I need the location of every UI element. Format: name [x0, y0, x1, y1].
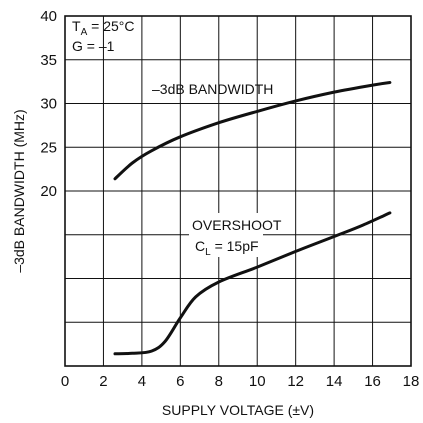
x-tick-label: 16 — [364, 373, 381, 390]
x-tick-label: 14 — [326, 373, 343, 390]
x-axis-title: SUPPLY VOLTAGE (±V) — [162, 402, 314, 418]
y-tick-label: 20 — [40, 183, 57, 200]
annotations: TA = 25°C G = –1 –3dB BANDWIDTH OVERSHOO… — [72, 18, 282, 258]
x-tick-label: 4 — [138, 373, 146, 390]
x-tick-label: 2 — [99, 373, 107, 390]
y-tick-label: 30 — [40, 96, 57, 113]
tick-labels: 0 2 4 6 8 10 12 14 16 18 20 25 30 35 40 — [40, 8, 419, 390]
plot-frame — [64, 15, 412, 367]
y-axis-title: –3dB BANDWIDTH (MHz) — [11, 109, 27, 272]
x-tick-label: 6 — [176, 373, 184, 390]
x-tick-label: 12 — [287, 373, 304, 390]
overshoot-curve — [113, 211, 392, 356]
grid — [65, 16, 411, 366]
x-tick-label: 8 — [215, 373, 223, 390]
x-tick-label: 18 — [403, 373, 420, 390]
bandwidth-series-label: –3dB BANDWIDTH — [152, 81, 273, 97]
overshoot-label-background — [189, 213, 263, 257]
temperature-condition: TA = 25°C — [72, 18, 134, 38]
overshoot-series-label: OVERSHOOT — [192, 217, 282, 233]
series-lines — [113, 81, 392, 356]
y-tick-label: 35 — [40, 52, 57, 69]
x-tick-label: 0 — [61, 373, 69, 390]
gain-condition: G = –1 — [72, 38, 115, 54]
load-capacitance-label: CL = 15pF — [195, 238, 259, 258]
y-tick-label: 25 — [40, 139, 57, 156]
y-tick-label: 40 — [40, 8, 57, 25]
bandwidth-curve — [113, 81, 392, 181]
x-tick-label: 10 — [249, 373, 266, 390]
axes: SUPPLY VOLTAGE (±V) –3dB BANDWIDTH (MHz) — [11, 15, 412, 418]
